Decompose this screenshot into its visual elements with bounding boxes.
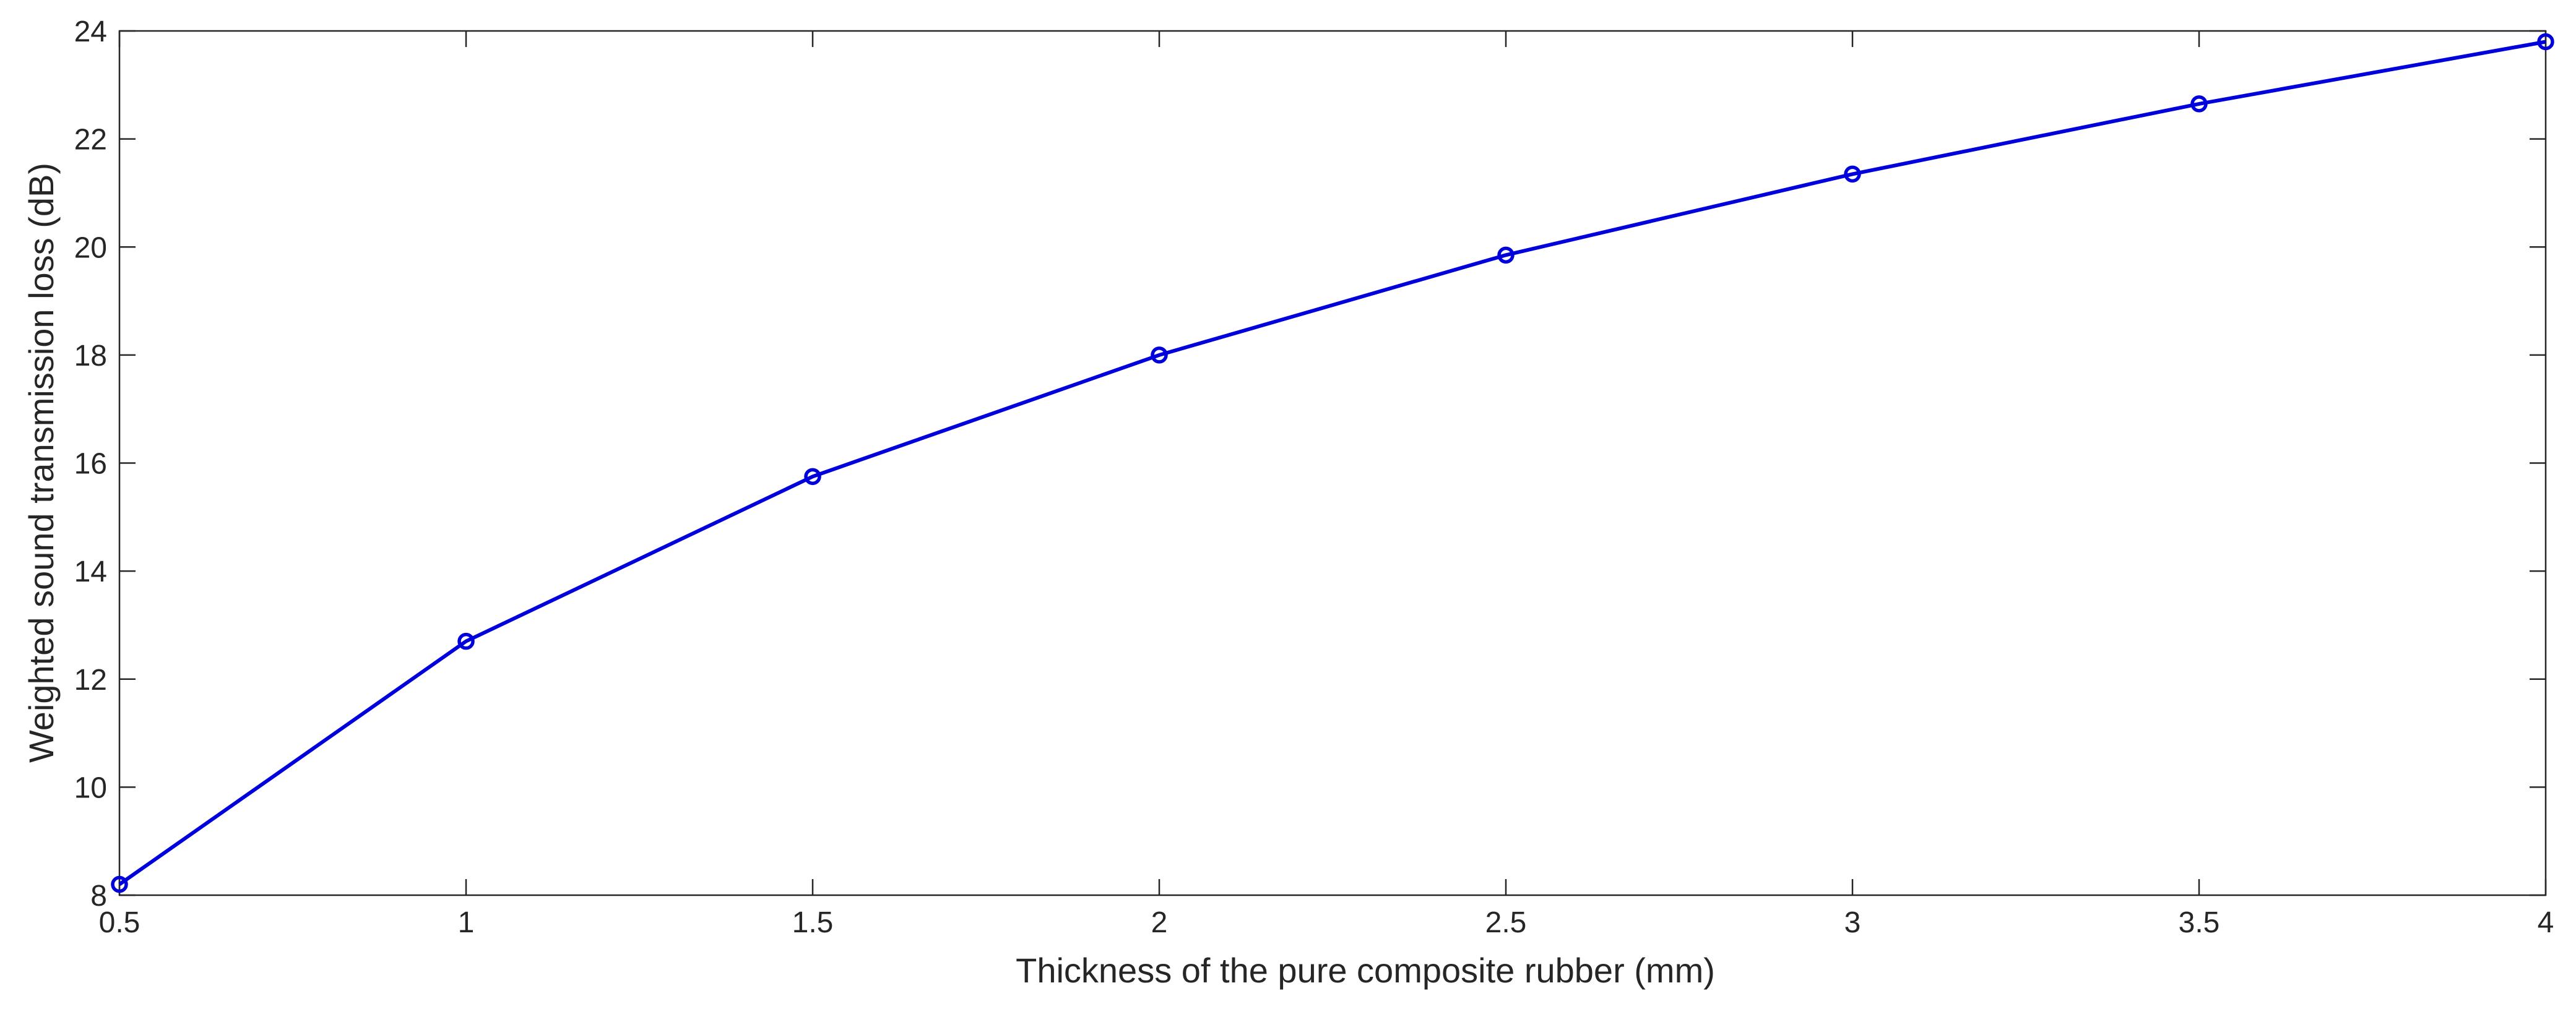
data-point-marker (1497, 246, 1515, 264)
y-tick-label: 8 (90, 880, 107, 912)
data-point-marker (1151, 346, 1168, 364)
data-point-marker (2190, 95, 2208, 113)
data-markers (111, 33, 2554, 893)
series-line (118, 40, 2546, 886)
x-tick-label: 2 (1151, 906, 1168, 939)
data-point-marker (111, 875, 128, 893)
y-axis-title: Weighted sound transmission loss (dB) (22, 163, 61, 763)
data-point-marker (457, 632, 475, 650)
data-point-marker (1844, 165, 1861, 183)
x-tick-label: 3.5 (2179, 906, 2220, 939)
y-tick-label: 22 (74, 124, 107, 157)
x-tick-label: 1.5 (792, 906, 834, 939)
plot-frame (118, 30, 2547, 896)
x-tick-label: 3 (1844, 906, 1861, 939)
tick-marks (118, 30, 2547, 896)
y-tick-label: 14 (74, 556, 107, 588)
y-tick-label: 24 (74, 15, 107, 48)
x-tick-label: 0.5 (99, 906, 140, 939)
data-point-marker (2537, 33, 2554, 51)
x-tick-label: 4 (2538, 906, 2554, 939)
y-tick-label: 18 (74, 340, 107, 372)
y-tick-labels: 8 10 12 14 16 18 20 22 24 (74, 15, 107, 912)
x-tick-label: 1 (458, 906, 475, 939)
y-tick-label: 20 (74, 231, 107, 264)
y-tick-label: 12 (74, 664, 107, 697)
plot-area-border (118, 30, 2547, 896)
y-tick-label: 10 (74, 771, 107, 804)
x-tick-label: 2.5 (1485, 906, 1527, 939)
x-axis-title: Thickness of the pure composite rubber (… (1016, 951, 1715, 990)
data-point-marker (804, 468, 821, 486)
series-layer (118, 40, 2546, 886)
x-tick-labels: 0.5 1 1.5 2 2.5 3 3.5 4 (99, 906, 2554, 939)
y-tick-label: 16 (74, 448, 107, 481)
